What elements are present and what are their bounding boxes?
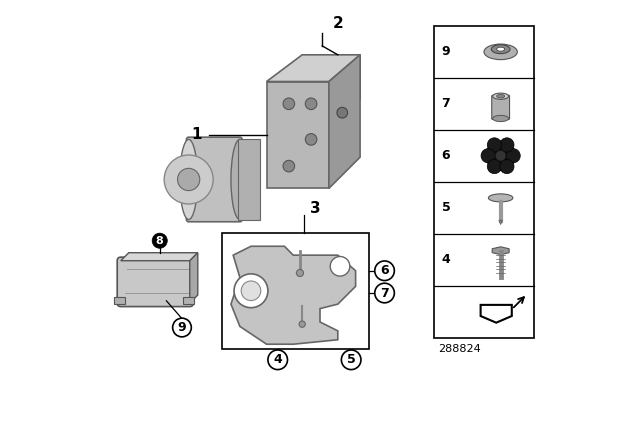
Polygon shape bbox=[302, 55, 360, 99]
Circle shape bbox=[481, 149, 495, 163]
Circle shape bbox=[506, 149, 520, 163]
Circle shape bbox=[495, 151, 506, 161]
Circle shape bbox=[152, 233, 167, 248]
Circle shape bbox=[500, 159, 514, 174]
Text: 4: 4 bbox=[273, 353, 282, 366]
Polygon shape bbox=[231, 246, 356, 344]
Bar bbox=[433, 26, 534, 337]
Ellipse shape bbox=[180, 139, 198, 220]
Circle shape bbox=[305, 98, 317, 110]
Ellipse shape bbox=[493, 116, 509, 121]
Ellipse shape bbox=[497, 95, 505, 98]
Text: 7: 7 bbox=[380, 287, 389, 300]
Ellipse shape bbox=[231, 139, 249, 220]
Polygon shape bbox=[267, 55, 360, 82]
Polygon shape bbox=[499, 220, 502, 224]
Bar bbox=[183, 297, 194, 304]
Text: 6: 6 bbox=[380, 264, 389, 277]
Circle shape bbox=[173, 318, 191, 337]
FancyBboxPatch shape bbox=[186, 137, 242, 222]
Circle shape bbox=[330, 257, 350, 276]
Polygon shape bbox=[492, 247, 509, 254]
Circle shape bbox=[299, 321, 305, 327]
Text: 5: 5 bbox=[442, 201, 451, 214]
Text: 7: 7 bbox=[442, 97, 451, 110]
Circle shape bbox=[487, 138, 502, 152]
Bar bbox=[114, 297, 125, 304]
Polygon shape bbox=[121, 253, 198, 261]
Ellipse shape bbox=[492, 45, 510, 54]
Ellipse shape bbox=[488, 194, 513, 202]
Polygon shape bbox=[237, 139, 260, 220]
Circle shape bbox=[283, 160, 294, 172]
Text: 3: 3 bbox=[310, 201, 321, 216]
Ellipse shape bbox=[484, 44, 517, 60]
Circle shape bbox=[375, 283, 394, 303]
Circle shape bbox=[296, 269, 303, 276]
Circle shape bbox=[500, 138, 514, 152]
Polygon shape bbox=[329, 55, 360, 188]
Circle shape bbox=[164, 155, 213, 204]
Circle shape bbox=[241, 281, 260, 301]
FancyBboxPatch shape bbox=[492, 95, 509, 119]
Circle shape bbox=[486, 141, 515, 170]
Text: 288824: 288824 bbox=[438, 344, 481, 353]
Circle shape bbox=[177, 168, 200, 190]
Polygon shape bbox=[267, 82, 329, 188]
Text: 9: 9 bbox=[178, 321, 186, 334]
Circle shape bbox=[283, 98, 294, 110]
Circle shape bbox=[268, 350, 287, 370]
Text: 5: 5 bbox=[347, 353, 356, 366]
Circle shape bbox=[234, 274, 268, 308]
FancyBboxPatch shape bbox=[117, 257, 193, 306]
Text: 9: 9 bbox=[442, 45, 451, 58]
Circle shape bbox=[487, 159, 502, 174]
Ellipse shape bbox=[493, 93, 509, 99]
Text: 8: 8 bbox=[156, 236, 164, 246]
Text: 1: 1 bbox=[191, 127, 202, 142]
Polygon shape bbox=[190, 253, 198, 303]
Circle shape bbox=[337, 108, 348, 118]
Bar bbox=[222, 233, 369, 349]
Text: 2: 2 bbox=[332, 16, 343, 31]
Circle shape bbox=[305, 134, 317, 145]
Circle shape bbox=[341, 350, 361, 370]
Circle shape bbox=[375, 261, 394, 280]
Ellipse shape bbox=[497, 47, 505, 51]
Text: 4: 4 bbox=[442, 253, 451, 266]
Text: 6: 6 bbox=[442, 149, 451, 162]
